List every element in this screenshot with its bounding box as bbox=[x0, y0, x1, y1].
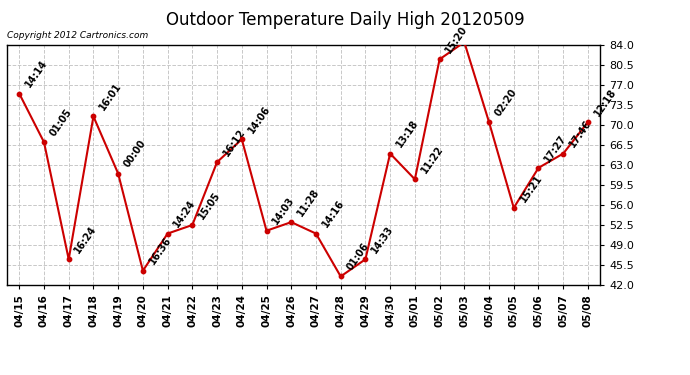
Point bbox=[137, 268, 148, 274]
Text: 17:27: 17:27 bbox=[542, 132, 569, 164]
Text: 16:01: 16:01 bbox=[97, 81, 124, 112]
Text: 17:46: 17:46 bbox=[567, 118, 593, 149]
Point bbox=[88, 113, 99, 119]
Text: 14:03: 14:03 bbox=[270, 195, 297, 226]
Point bbox=[533, 165, 544, 171]
Text: 14:14: 14:14 bbox=[23, 58, 50, 89]
Point bbox=[187, 222, 198, 228]
Text: Copyright 2012 Cartronics.com: Copyright 2012 Cartronics.com bbox=[7, 31, 148, 40]
Text: 14:07: 14:07 bbox=[0, 374, 1, 375]
Point bbox=[212, 159, 223, 165]
Point bbox=[509, 205, 520, 211]
Text: 15:20: 15:20 bbox=[444, 24, 470, 55]
Text: 14:24: 14:24 bbox=[172, 198, 198, 230]
Text: Outdoor Temperature Daily High 20120509: Outdoor Temperature Daily High 20120509 bbox=[166, 11, 524, 29]
Point bbox=[434, 56, 445, 62]
Point bbox=[162, 231, 173, 237]
Text: 16:12: 16:12 bbox=[221, 127, 247, 158]
Text: 01:06: 01:06 bbox=[345, 241, 371, 272]
Text: 16:24: 16:24 bbox=[73, 224, 99, 255]
Text: 11:28: 11:28 bbox=[295, 187, 322, 218]
Text: 13:18: 13:18 bbox=[394, 118, 420, 149]
Point bbox=[261, 228, 272, 234]
Point bbox=[335, 273, 346, 279]
Point bbox=[310, 231, 322, 237]
Text: 16:36: 16:36 bbox=[147, 236, 173, 267]
Text: 14:33: 14:33 bbox=[370, 224, 395, 255]
Text: 14:16: 14:16 bbox=[320, 198, 346, 230]
Point bbox=[558, 151, 569, 157]
Point bbox=[112, 171, 124, 177]
Point bbox=[459, 39, 470, 45]
Text: 14:06: 14:06 bbox=[246, 104, 272, 135]
Point bbox=[484, 119, 495, 125]
Point bbox=[409, 176, 420, 182]
Point bbox=[236, 136, 247, 142]
Point bbox=[384, 151, 395, 157]
Point bbox=[39, 139, 50, 145]
Point bbox=[582, 119, 593, 125]
Text: 12:18: 12:18 bbox=[592, 87, 618, 118]
Text: 00:00: 00:00 bbox=[122, 138, 148, 170]
Point bbox=[14, 91, 25, 97]
Point bbox=[360, 256, 371, 262]
Text: 02:20: 02:20 bbox=[493, 87, 519, 118]
Text: 11:22: 11:22 bbox=[419, 144, 445, 175]
Point bbox=[286, 219, 297, 225]
Text: 15:21: 15:21 bbox=[518, 172, 544, 204]
Text: 15:05: 15:05 bbox=[197, 190, 222, 221]
Point bbox=[63, 256, 75, 262]
Text: 01:05: 01:05 bbox=[48, 107, 74, 138]
